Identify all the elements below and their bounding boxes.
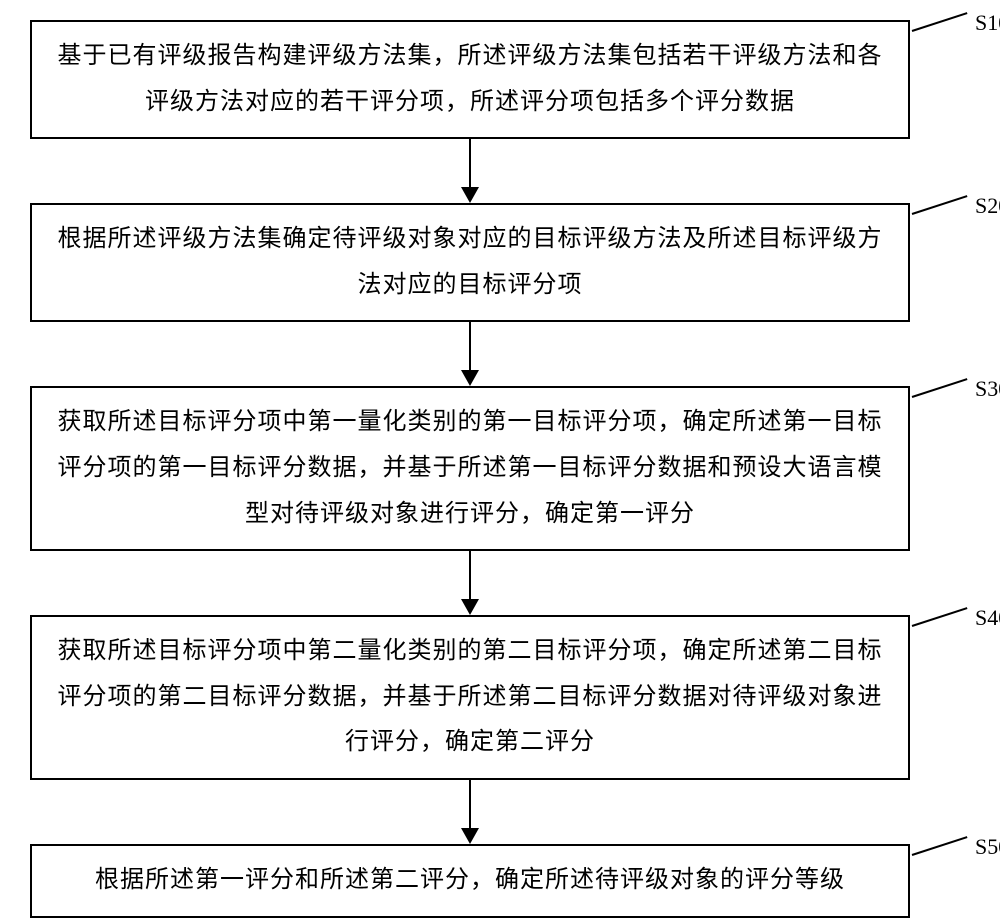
step-label-s10: S10 — [975, 10, 1000, 36]
arrow-head-icon — [461, 187, 479, 203]
arrow-line — [469, 322, 471, 372]
flow-step: 根据所述评级方法集确定待评级对象对应的目标评级方法及所述目标评级方法对应的目标评… — [30, 203, 970, 322]
flow-step: 根据所述第一评分和所述第二评分，确定所述待评级对象的评分等级 S50 — [30, 844, 970, 918]
step-label-s40: S40 — [975, 605, 1000, 631]
arrow-wrap — [30, 551, 910, 615]
step-label-s50: S50 — [975, 834, 1000, 860]
flow-box-s40: 获取所述目标评分项中第二量化类别的第二目标评分项，确定所述第二目标评分项的第二目… — [30, 615, 910, 780]
flow-box-text: 获取所述目标评分项中第二量化类别的第二目标评分项，确定所述第二目标评分项的第二目… — [50, 629, 890, 766]
label-connector-line — [912, 607, 968, 627]
flow-box-s30: 获取所述目标评分项中第一量化类别的第一目标评分项，确定所述第一目标评分项的第一目… — [30, 386, 910, 551]
flow-step: 获取所述目标评分项中第一量化类别的第一目标评分项，确定所述第一目标评分项的第一目… — [30, 386, 970, 551]
arrow-down-icon — [460, 139, 480, 203]
arrow-line — [469, 780, 471, 830]
arrow-wrap — [30, 322, 910, 386]
flow-step: 基于已有评级报告构建评级方法集，所述评级方法集包括若干评级方法和各评级方法对应的… — [30, 20, 970, 139]
flow-box-text: 获取所述目标评分项中第一量化类别的第一目标评分项，确定所述第一目标评分项的第一目… — [50, 400, 890, 537]
arrow-down-icon — [460, 322, 480, 386]
flow-box-text: 根据所述第一评分和所述第二评分，确定所述待评级对象的评分等级 — [50, 858, 890, 904]
arrow-down-icon — [460, 551, 480, 615]
arrow-head-icon — [461, 599, 479, 615]
arrow-wrap — [30, 139, 910, 203]
flow-box-s50: 根据所述第一评分和所述第二评分，确定所述待评级对象的评分等级 — [30, 844, 910, 918]
arrow-down-icon — [460, 780, 480, 844]
arrow-head-icon — [461, 828, 479, 844]
label-connector-line — [912, 195, 968, 215]
arrow-wrap — [30, 780, 910, 844]
flow-box-s10: 基于已有评级报告构建评级方法集，所述评级方法集包括若干评级方法和各评级方法对应的… — [30, 20, 910, 139]
label-connector-line — [912, 836, 968, 856]
arrow-line — [469, 139, 471, 189]
arrow-head-icon — [461, 370, 479, 386]
flow-box-text: 基于已有评级报告构建评级方法集，所述评级方法集包括若干评级方法和各评级方法对应的… — [50, 34, 890, 125]
flow-step: 获取所述目标评分项中第二量化类别的第二目标评分项，确定所述第二目标评分项的第二目… — [30, 615, 970, 780]
step-label-s20: S20 — [975, 193, 1000, 219]
label-connector-line — [912, 379, 968, 399]
flowchart-container: 基于已有评级报告构建评级方法集，所述评级方法集包括若干评级方法和各评级方法对应的… — [30, 20, 970, 918]
label-connector-line — [912, 12, 968, 32]
flow-box-s20: 根据所述评级方法集确定待评级对象对应的目标评级方法及所述目标评级方法对应的目标评… — [30, 203, 910, 322]
flow-box-text: 根据所述评级方法集确定待评级对象对应的目标评级方法及所述目标评级方法对应的目标评… — [50, 217, 890, 308]
step-label-s30: S30 — [975, 376, 1000, 402]
arrow-line — [469, 551, 471, 601]
